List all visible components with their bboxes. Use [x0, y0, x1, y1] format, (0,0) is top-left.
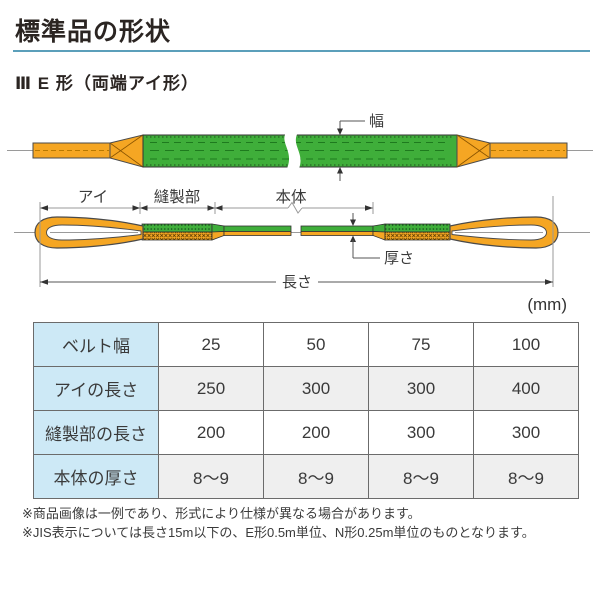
width-label: 幅: [369, 113, 384, 130]
length-dimension: [40, 279, 553, 285]
belt-body-side: [223, 225, 374, 236]
title-underline: [13, 50, 590, 52]
cell: 250: [158, 366, 264, 411]
cell: 75: [368, 322, 474, 367]
cell: 8～9: [263, 454, 369, 499]
eye-label: アイ: [78, 189, 108, 206]
cell: 200: [263, 410, 369, 455]
row-header: ベルト幅: [33, 322, 159, 367]
row-header: アイの長さ: [33, 366, 159, 411]
cell: 50: [263, 322, 369, 367]
cell: 200: [158, 410, 264, 455]
break-mark: [284, 131, 301, 171]
thickness-label: 厚さ: [384, 250, 414, 267]
sewn-label: 縫製部: [154, 188, 201, 206]
body-label: 本体: [275, 188, 307, 206]
cell: 300: [368, 366, 474, 411]
cell: 25: [158, 322, 264, 367]
page-title: 標準品の形状: [15, 18, 172, 46]
row-header: 縫製部の長さ: [33, 410, 159, 455]
footnote: ※JIS表示については長さ15m以下の、E形0.5m単位、N形0.25m単位のも…: [22, 524, 535, 540]
cell: 300: [368, 410, 474, 455]
footnote: ※商品画像は一例であり、形式により仕様が異なる場合があります。: [22, 506, 421, 521]
table-row: アイの長さ 250 300 300 400: [33, 366, 579, 411]
cell: 300: [473, 410, 579, 455]
table-row: ベルト幅 25 50 75 100: [33, 322, 579, 367]
cell: 300: [263, 366, 369, 411]
length-label: 長さ: [282, 274, 312, 291]
sling-top-view-diagram: 幅: [7, 113, 593, 181]
cell: 8～9: [158, 454, 264, 499]
footnotes: ※商品画像は一例であり、形式により仕様が異なる場合があります。 ※JIS表示につ…: [22, 505, 535, 542]
cell: 8～9: [473, 454, 579, 499]
sewn-section-left: [141, 223, 225, 241]
spec-table: ベルト幅 25 50 75 100 アイの長さ 250 300 300 400 …: [33, 322, 579, 499]
top-dimension-lines: [40, 201, 374, 214]
sling-side-view-diagram: アイ 縫製部 本体 厚さ 長さ: [14, 188, 590, 291]
section-subtitle: Ⅲ E 形（両端アイ形）: [15, 74, 200, 93]
sewn-section-right: [372, 223, 451, 241]
cell: 8～9: [368, 454, 474, 499]
cell: 100: [473, 322, 579, 367]
width-dimension: [337, 120, 365, 181]
cell: 400: [473, 366, 579, 411]
left-eye-strap: [32, 134, 144, 168]
table-row: 本体の厚さ 8～9 8～9 8～9 8～9: [33, 454, 579, 499]
table-row: 縫製部の長さ 200 200 300 300: [33, 410, 579, 455]
row-header: 本体の厚さ: [33, 454, 159, 499]
unit-label: (mm): [527, 295, 567, 314]
right-eye-strap: [456, 134, 568, 168]
thickness-dimension: [350, 213, 380, 259]
